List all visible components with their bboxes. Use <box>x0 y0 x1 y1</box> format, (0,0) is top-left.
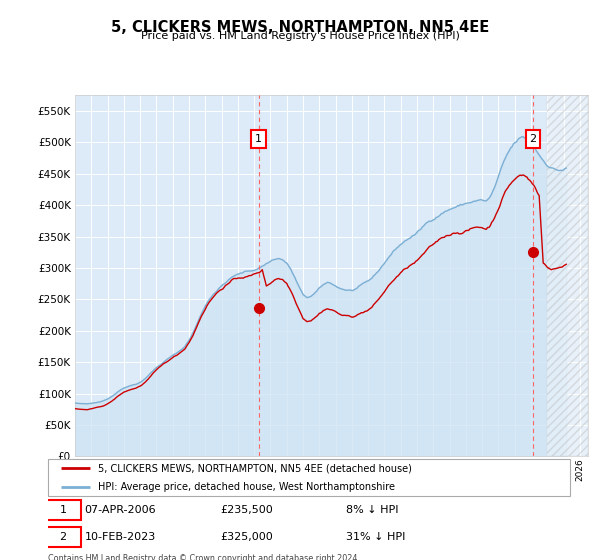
Text: 2: 2 <box>529 134 536 144</box>
Text: 1: 1 <box>255 134 262 144</box>
Text: 31% ↓ HPI: 31% ↓ HPI <box>346 531 405 542</box>
Text: £325,000: £325,000 <box>220 531 273 542</box>
Text: 5, CLICKERS MEWS, NORTHAMPTON, NN5 4EE (detached house): 5, CLICKERS MEWS, NORTHAMPTON, NN5 4EE (… <box>98 463 412 473</box>
Text: 07-APR-2006: 07-APR-2006 <box>85 505 156 515</box>
Text: 2: 2 <box>59 531 67 542</box>
Text: 1: 1 <box>59 505 67 515</box>
Text: 10-FEB-2023: 10-FEB-2023 <box>85 531 156 542</box>
Text: Price paid vs. HM Land Registry's House Price Index (HPI): Price paid vs. HM Land Registry's House … <box>140 31 460 41</box>
FancyBboxPatch shape <box>46 500 81 520</box>
FancyBboxPatch shape <box>48 459 570 496</box>
Text: £235,500: £235,500 <box>220 505 273 515</box>
Text: HPI: Average price, detached house, West Northamptonshire: HPI: Average price, detached house, West… <box>98 482 395 492</box>
FancyBboxPatch shape <box>46 527 81 547</box>
Text: Contains HM Land Registry data © Crown copyright and database right 2024.
This d: Contains HM Land Registry data © Crown c… <box>48 554 360 560</box>
Text: 5, CLICKERS MEWS, NORTHAMPTON, NN5 4EE: 5, CLICKERS MEWS, NORTHAMPTON, NN5 4EE <box>111 20 489 35</box>
Text: 8% ↓ HPI: 8% ↓ HPI <box>346 505 398 515</box>
